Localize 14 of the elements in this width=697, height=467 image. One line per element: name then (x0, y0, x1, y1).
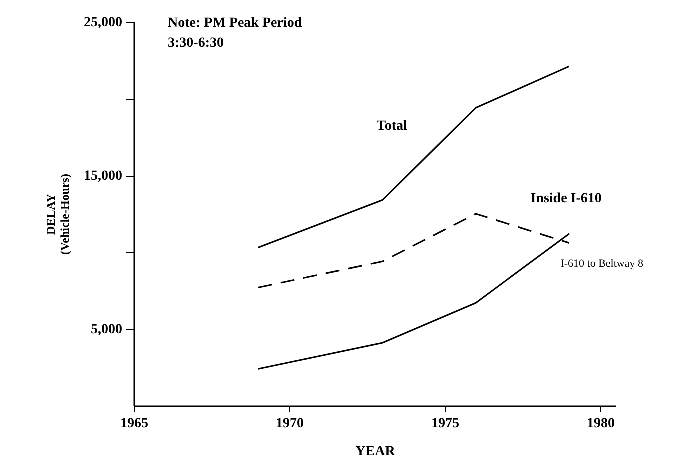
series-label: I-610 to Beltway 8 (560, 258, 644, 270)
text: Total (376, 119, 408, 134)
y-tick-label: 5,000 (91, 322, 122, 338)
y-tick-label: 25,000 (84, 16, 122, 30)
x-tick-label: 1970 (276, 416, 304, 432)
x-tick-label: 1965 (120, 416, 148, 432)
x-tick-label: 1980 (586, 416, 615, 432)
line-series (258, 66, 570, 249)
x-tick-label: 1975 (431, 416, 460, 432)
y-tick-label: 15,000 (84, 169, 122, 184)
x-axis-title: YEAR (356, 444, 396, 460)
y-axis-title: DELAY (Vehicle-Hours) (44, 174, 72, 255)
annotation: Note: PM Peak Period 3:30-6:30 (168, 16, 302, 51)
series-label: Inside I-610 (530, 192, 602, 207)
